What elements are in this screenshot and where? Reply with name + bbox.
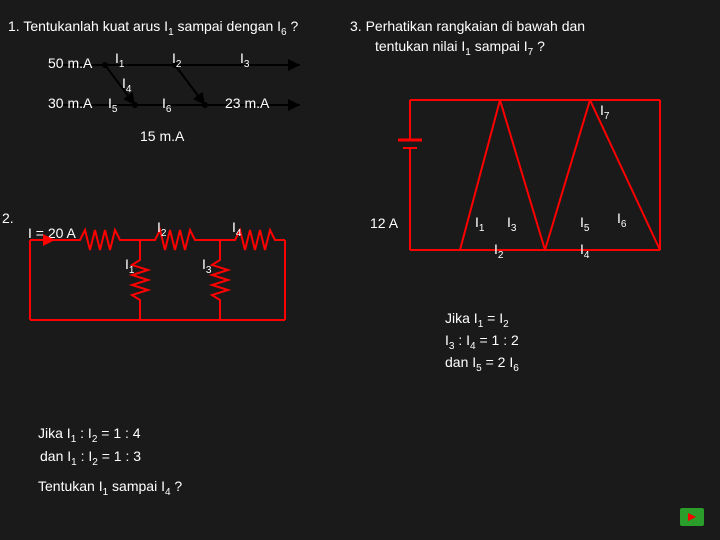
q1-15ma: 15 m.A [140, 128, 184, 144]
q3-diagram [390, 70, 680, 280]
q3-i7: I7 [600, 102, 609, 122]
q3-c3: dan I5 = 2 I6 [445, 354, 519, 374]
q1-prompt: 1. Tentukanlah kuat arus I1 sampai denga… [8, 18, 298, 38]
q2-num: 2. [2, 210, 14, 226]
q1-i3: I3 [240, 50, 249, 70]
q2-i3: I3 [202, 256, 211, 276]
q3-prompt-l1: 3. Perhatikan rangkaian di bawah dan [350, 18, 585, 34]
q2-i1: I1 [125, 256, 134, 276]
next-button[interactable] [680, 508, 704, 526]
q2-cond1: Jika I1 : I2 = 1 : 4 [38, 425, 141, 445]
q3-i3: I3 [507, 214, 516, 234]
q1-i2: I2 [172, 50, 181, 70]
q2-i2: I2 [157, 219, 166, 239]
q3-c1: Jika I1 = I2 [445, 310, 509, 330]
q2-ask: Tentukan I1 sampai I4 ? [38, 478, 182, 498]
q1-i6: I6 [162, 95, 171, 115]
q1-i5: I5 [108, 95, 117, 115]
q3-i6: I6 [617, 210, 626, 230]
q1-i4: I4 [122, 75, 131, 95]
q3-prompt-l2: tentukan nilai I1 sampai I7 ? [375, 38, 545, 58]
q2-i4: I4 [232, 219, 241, 239]
q3-i2: I2 [494, 241, 503, 261]
q2-cond2: dan I1 : I2 = 1 : 3 [40, 448, 141, 468]
q1-50ma: 50 m.A [48, 55, 92, 71]
q3-12a: 12 A [370, 215, 398, 231]
q1-23ma: 23 m.A [225, 95, 269, 111]
q3-i5: I5 [580, 214, 589, 234]
q3-c2: I3 : I4 = 1 : 2 [445, 332, 519, 352]
q3-i4: I4 [580, 241, 589, 261]
q3-i1: I1 [475, 214, 484, 234]
q1-i1: I1 [115, 50, 124, 70]
q1-30ma: 30 m.A [48, 95, 92, 111]
